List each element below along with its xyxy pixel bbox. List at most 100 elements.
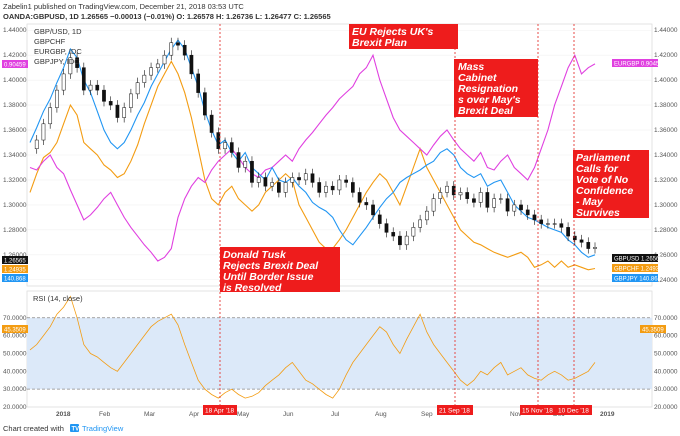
- gbpusd-candle: [297, 177, 301, 181]
- right-price-tick: 1.44000: [654, 27, 678, 34]
- right-price-tick: 1.38000: [654, 102, 678, 109]
- gbpusd-candle: [115, 104, 120, 118]
- right-price-tick: 1.36000: [654, 127, 678, 134]
- right-price-tick: 1.26000: [654, 252, 678, 259]
- annotation-parl-line1: Parliament: [576, 152, 630, 164]
- gbpusd-candle: [176, 42, 180, 46]
- right-tag-eurgbp: EURGBP 0.90459: [614, 62, 663, 68]
- annotation-tusk-line3: Until Border Issue: [223, 271, 314, 283]
- gbpjpy-line: [29, 39, 596, 258]
- legend-gbpusd: GBP/USD, 1D: [34, 27, 82, 36]
- rsi-left-tick: 50.0000: [3, 350, 27, 357]
- gbpusd-candle: [223, 142, 227, 150]
- gbpusd-candle: [88, 84, 93, 91]
- gbpusd-candle: [512, 204, 517, 212]
- rsi-left-tick: 20.0000: [3, 404, 27, 411]
- svg-text:TV: TV: [72, 427, 80, 433]
- right-price-tick: 1.24000: [654, 277, 678, 284]
- gbpusd-candle: [81, 67, 86, 91]
- gbpusd-candle: [572, 235, 577, 241]
- x-label-2018: 2018: [56, 411, 71, 418]
- annotation-parl-line3: Vote of No: [576, 174, 629, 186]
- gbpusd-candle: [48, 107, 53, 125]
- right-price-tick: 1.42000: [654, 52, 678, 59]
- left-price-tick: 1.32000: [3, 177, 27, 184]
- gbpusd-candle: [317, 182, 322, 193]
- left-price-tick: 1.30000: [3, 202, 27, 209]
- gbpusd-candle: [277, 182, 281, 193]
- legend-eurgbp: EURGBP, IDC: [34, 47, 82, 56]
- gbpusd-candle: [498, 198, 503, 200]
- date-tag-dec: 10 Dec '18: [558, 408, 589, 415]
- gbpusd-candle: [155, 63, 160, 68]
- gbpusd-candle: [243, 160, 248, 168]
- x-label-feb: Feb: [99, 411, 111, 418]
- gbpusd-candle: [357, 192, 362, 203]
- annotation-eu-rejects: EU Rejects UK's Brexit Plan: [349, 24, 458, 49]
- left-price-tick: 1.40000: [3, 77, 27, 84]
- gbpusd-candle: [162, 54, 167, 65]
- event-lines: [219, 24, 575, 405]
- gbpusd-candle: [532, 214, 537, 221]
- annotation-cabinet-line3: Resignation: [458, 83, 518, 95]
- legend: GBP/USD, 1D GBPCHF EURGBP, IDC GBPJPY, I…: [34, 27, 82, 66]
- annotation-parl-line2: Calls for: [576, 163, 619, 175]
- rsi-series: [29, 295, 596, 399]
- gbpusd-candle: [209, 114, 214, 133]
- left-price-tick: 1.34000: [3, 152, 27, 159]
- annotation-cabinet-line5: Brexit Deal: [458, 105, 514, 117]
- annotation-cabinet-line2: Cabinet: [458, 72, 497, 84]
- gbpusd-candle: [196, 73, 201, 93]
- right-tag-gbpchf: GBPCHF 1.24935: [614, 267, 663, 273]
- rsi-left-tick: 70.0000: [3, 315, 27, 322]
- gbpusd-candle: [290, 177, 295, 183]
- right-price-tick: 1.30000: [654, 202, 678, 209]
- gbpusd-candle: [351, 182, 355, 193]
- legend-gbpchf: GBPCHF: [34, 37, 66, 46]
- publisher-line: Zabelin1 published on TradingView.com, D…: [3, 2, 244, 11]
- annotation-eu-line1: EU Rejects UK's: [352, 26, 433, 38]
- gbpusd-candle: [102, 89, 106, 102]
- footer: Chart created with TV TradingView: [3, 424, 124, 433]
- gbpusd-candle: [283, 182, 288, 193]
- gbpusd-candle: [310, 173, 315, 183]
- rsi-left-tick: 30.0000: [3, 386, 27, 393]
- gbpusd-candle: [337, 179, 342, 191]
- gbpusd-candle: [263, 177, 268, 187]
- gbpusd-candle: [324, 185, 328, 193]
- rsi-right-tick: 40.0000: [654, 368, 678, 375]
- date-tag-apr: 18 Apr '18: [205, 408, 234, 415]
- gbpusd-candle: [142, 74, 147, 83]
- rsi-left-tick: 40.0000: [3, 368, 27, 375]
- gbpusd-candle: [270, 182, 274, 187]
- gbpusd-candle: [478, 192, 483, 203]
- gbpusd-candle: [169, 42, 174, 56]
- gbpusd-candle: [216, 132, 221, 150]
- gbpusd-candle: [203, 92, 207, 116]
- annotation-tusk: Donald Tusk Rejects Brexit Deal Until Bo…: [220, 247, 340, 294]
- left-price-tick: 1.28000: [3, 227, 27, 234]
- annotation-parl-line6: Survives: [576, 207, 620, 219]
- gbpusd-candle: [384, 223, 389, 233]
- gbpusd-candle: [451, 185, 456, 196]
- annotation-parl-line4: Confidence: [576, 185, 633, 197]
- gbpusd-candle: [458, 192, 463, 196]
- gbpusd-candle: [559, 223, 564, 228]
- gbpusd-candle: [229, 142, 234, 153]
- price-grid: [27, 29, 652, 281]
- gbpusd-candle: [586, 242, 591, 249]
- left-tag-gbpjpy: 140.868: [4, 277, 26, 283]
- date-tag-nov: 15 Nov '18: [522, 408, 553, 415]
- gbpusd-candle: [250, 160, 254, 183]
- gbpusd-candle: [579, 239, 584, 243]
- gbpusd-candle: [364, 202, 369, 206]
- left-tag-gbpchf: 1.24935: [4, 268, 26, 274]
- right-price-tags: EURGBP 0.90459 GBPUSD 1.26565 GBPCHF 1.2…: [612, 59, 666, 334]
- annotation-cabinet-line1: Mass: [458, 61, 484, 73]
- gbpusd-candle: [492, 198, 496, 208]
- left-tag-gbpusd: 1.26565: [4, 259, 26, 265]
- rsi-line: [29, 295, 596, 399]
- rsi-title: RSI (14, close): [33, 294, 83, 303]
- gbpusd-candle: [485, 192, 490, 208]
